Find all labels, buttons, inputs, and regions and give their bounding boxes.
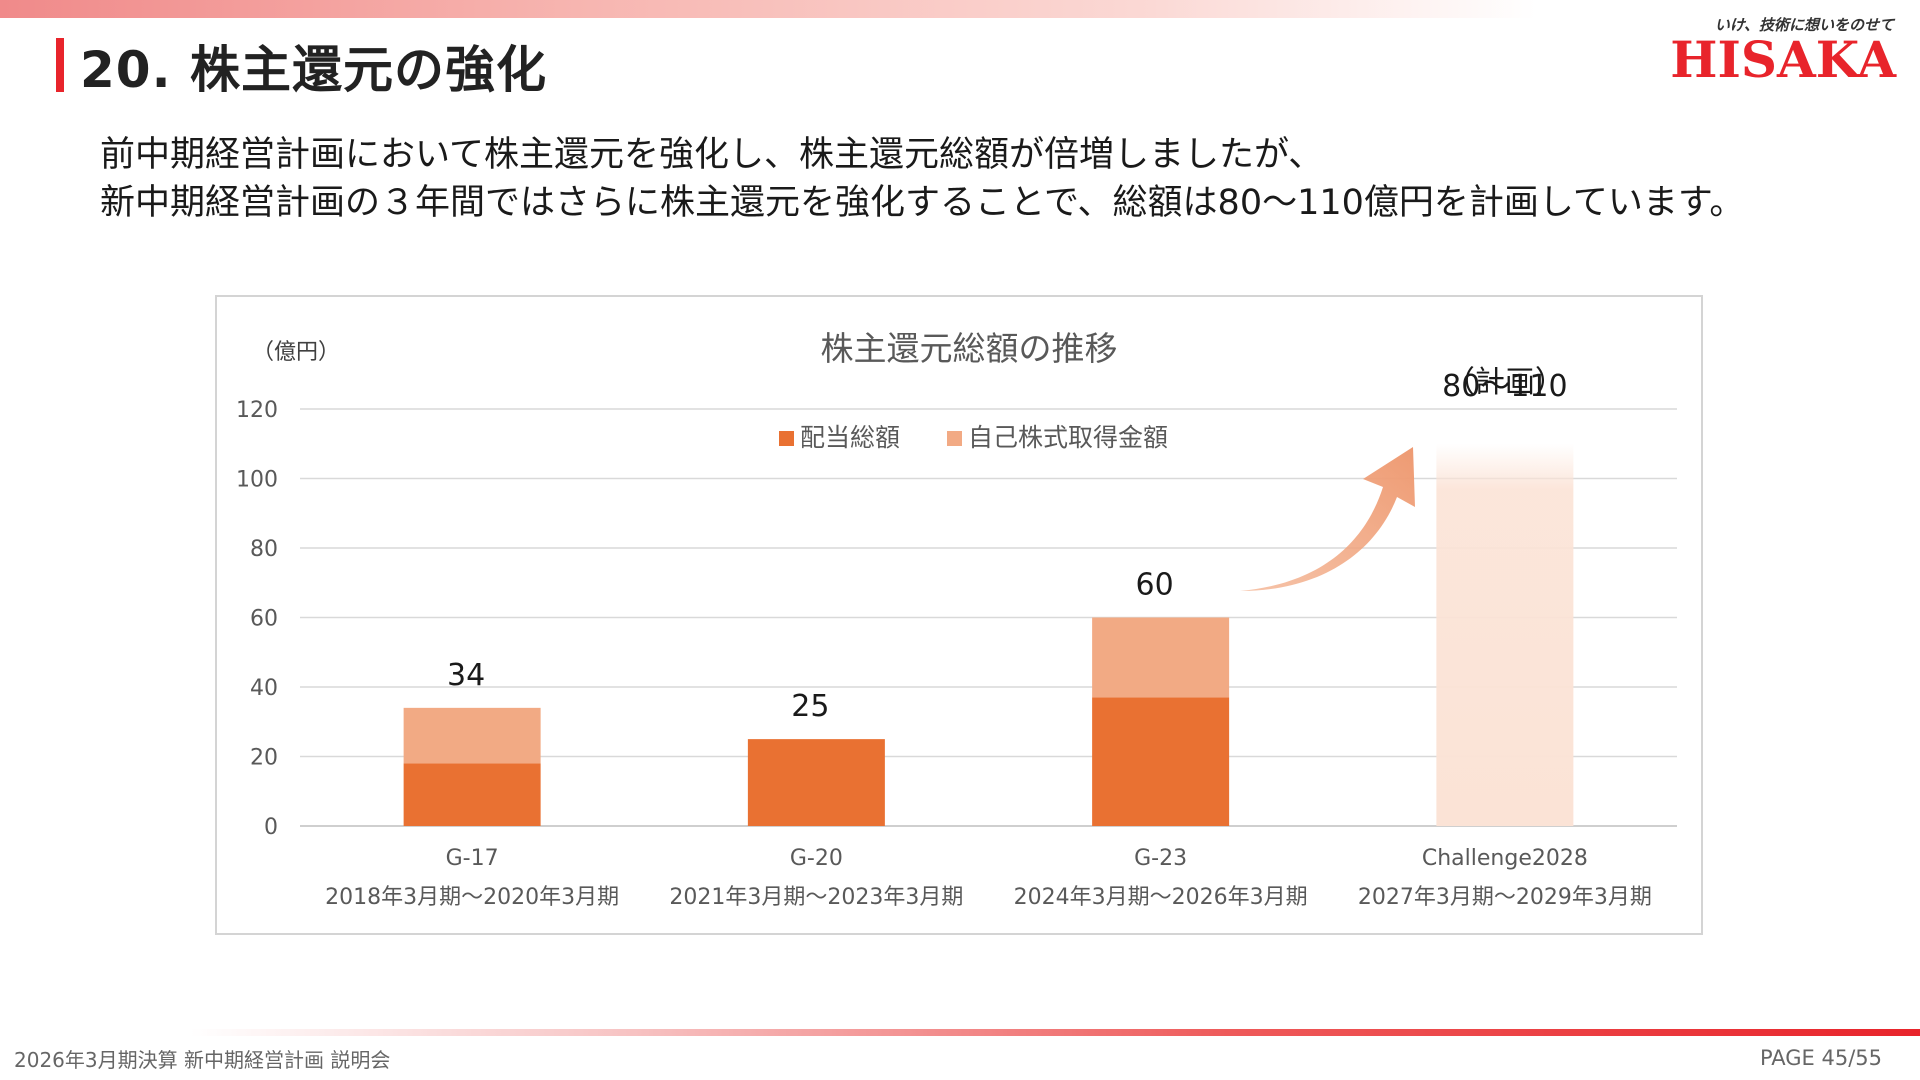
growth-arrow — [1240, 447, 1415, 591]
x-period-label: 2018年3月期～2020年3月期 — [325, 885, 619, 910]
bar-segment-dividends — [747, 739, 885, 826]
y-tick-label: 0 — [264, 815, 278, 840]
total-data-label: 80～110 — [1442, 369, 1567, 404]
x-period-label: 2021年3月期～2023年3月期 — [669, 885, 963, 910]
plan-range-bar — [1436, 443, 1574, 826]
lead-text-line-2: 新中期経営計画の３年間ではさらに株主還元を強化することで、総額は80～110億円… — [100, 183, 1745, 223]
page-number: PAGE 45/55 — [1759, 1046, 1882, 1070]
y-tick-label: 120 — [236, 398, 278, 423]
brand-tagline: いけ、技術に想いをのせて — [1714, 16, 1894, 34]
page-title: 20. 株主還元の強化 — [80, 41, 547, 99]
x-category-label: G-23 — [1134, 846, 1187, 871]
plan-label: （計画） — [1445, 365, 1565, 400]
x-category-label: Challenge2028 — [1422, 846, 1588, 871]
chart-title: 株主還元総額の推移 — [821, 329, 1118, 368]
total-data-label: 34 — [447, 658, 485, 693]
legend-swatch-dividends — [779, 431, 794, 446]
y-tick-label: 60 — [250, 607, 278, 632]
total-data-label: 60 — [1136, 568, 1174, 603]
x-category-label: G-20 — [790, 846, 843, 871]
title-accent-bar — [56, 38, 64, 92]
bar-segment-buybacks — [1092, 617, 1230, 698]
chart-legend: 配当総額 自己株式取得金額 — [779, 423, 1168, 452]
bar-segment-dividends — [403, 763, 541, 826]
y-axis-unit-label: （億円） — [252, 340, 340, 365]
lead-text-line-1: 前中期経営計画において株主還元を強化し、株主還元総額が倍増しましたが、 — [100, 135, 1324, 175]
legend-label-buybacks: 自己株式取得金額 — [968, 423, 1168, 452]
total-data-label: 25 — [791, 689, 829, 724]
legend-swatch-buybacks — [947, 431, 962, 446]
y-tick-label: 20 — [250, 746, 278, 771]
footer-gradient-line — [190, 1029, 1920, 1036]
legend-label-dividends: 配当総額 — [800, 423, 900, 452]
y-tick-label: 80 — [250, 537, 278, 562]
bar-segment-dividends — [1092, 697, 1230, 826]
x-category-label: G-17 — [446, 846, 499, 871]
x-period-label: 2027年3月期～2029年3月期 — [1358, 885, 1652, 910]
chart-frame: 0 20 40 60 80 100 120 34 G-17 2018年3月期～2020年3月期 25… — [215, 295, 1703, 935]
brand-logo: HISAKA — [1670, 30, 1896, 89]
x-period-label: 2024年3月期～2026年3月期 — [1014, 885, 1308, 910]
y-tick-label: 100 — [236, 468, 278, 493]
shareholder-return-chart: 0 20 40 60 80 100 120 34 G-17 2018年3月期～2020年3月期 25… — [236, 329, 1677, 910]
top-gradient-band — [0, 0, 1920, 18]
bar-segment-buybacks — [403, 707, 541, 764]
y-tick-label: 40 — [250, 676, 278, 701]
footer-event-label: 2026年3月期決算 新中期経営計画 説明会 — [14, 1048, 391, 1072]
